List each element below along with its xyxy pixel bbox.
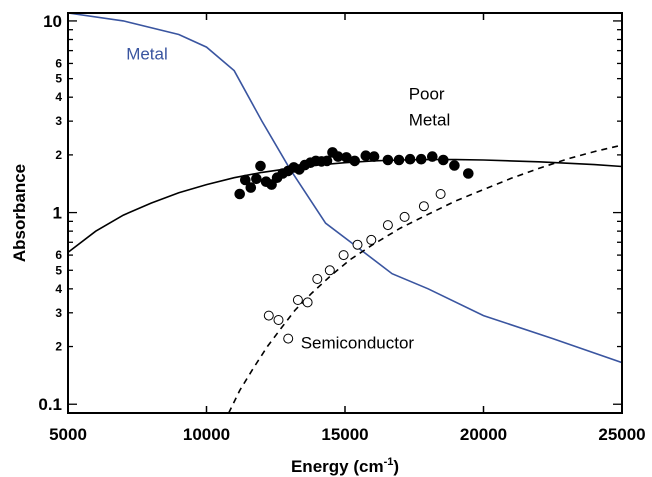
data-point (352, 239, 363, 250)
x-tick-label: 25000 (598, 425, 645, 444)
x-tick-label: 15000 (321, 425, 368, 444)
series-line-metal (68, 13, 622, 364)
axis-titles: Energy (cm-1) Absorbance (10, 164, 399, 476)
data-point (255, 160, 266, 172)
y-tick-label: 0.1 (38, 395, 62, 414)
annotation-label: Metal (126, 44, 168, 63)
data-point (399, 211, 410, 222)
data-point (273, 315, 284, 325)
plot-frame (67, 12, 623, 414)
data-point (234, 188, 245, 200)
data-point (382, 220, 393, 231)
data-point (368, 151, 380, 162)
data-point (449, 160, 460, 171)
annotation-label: Metal (409, 110, 451, 129)
series-points-semiconductor-data (263, 189, 446, 344)
data-point (463, 168, 474, 179)
y-tick-label: 4 (55, 282, 62, 296)
data-point (240, 174, 251, 186)
data-point (324, 265, 335, 276)
y-tick-label: 3 (55, 114, 62, 128)
data-point (438, 154, 449, 166)
series-line-semiconductor-fit (227, 144, 622, 413)
y-tick-label: 6 (55, 56, 62, 70)
y-axis-title: Absorbance (10, 164, 29, 262)
y-tick-label: 6 (55, 248, 62, 262)
data-point (283, 333, 294, 344)
series-points-poor-metal-data (234, 147, 474, 200)
data-point (263, 310, 274, 321)
data-point (435, 189, 446, 199)
y-tick-label: 1 (53, 204, 62, 223)
data-point (418, 201, 429, 212)
y-tick-label: 2 (55, 340, 62, 354)
series-line-poor-metal-fit (68, 158, 622, 254)
y-tick-label: 5 (55, 72, 62, 86)
annotation-label: Semiconductor (301, 334, 415, 353)
x-tick-label: 20000 (460, 425, 507, 444)
data-point (338, 250, 349, 261)
y-tick-label: 10 (43, 12, 62, 31)
data-point (349, 155, 361, 167)
data-point (427, 151, 438, 162)
annotation-label: Poor (409, 84, 445, 103)
x-axis-title: Energy (cm-1) (291, 456, 399, 476)
plot-content: Metal Poor Metal Semiconductor (68, 13, 622, 413)
data-point (321, 155, 333, 167)
data-point (366, 234, 377, 245)
data-point (302, 297, 313, 308)
data-point (415, 153, 427, 165)
data-point (245, 182, 257, 193)
y-tick-label: 5 (55, 263, 62, 277)
data-point (382, 154, 394, 166)
x-tick-label: 5000 (49, 425, 87, 444)
x-tick-label: 10000 (183, 425, 230, 444)
data-point (251, 173, 262, 185)
data-point (393, 154, 405, 166)
data-point (266, 179, 277, 190)
data-point (292, 295, 303, 305)
y-tick-label: 2 (55, 148, 62, 162)
data-point (404, 153, 416, 165)
data-point (312, 274, 323, 284)
y-tick-label: 4 (55, 90, 62, 104)
y-tick-label: 3 (55, 306, 62, 320)
